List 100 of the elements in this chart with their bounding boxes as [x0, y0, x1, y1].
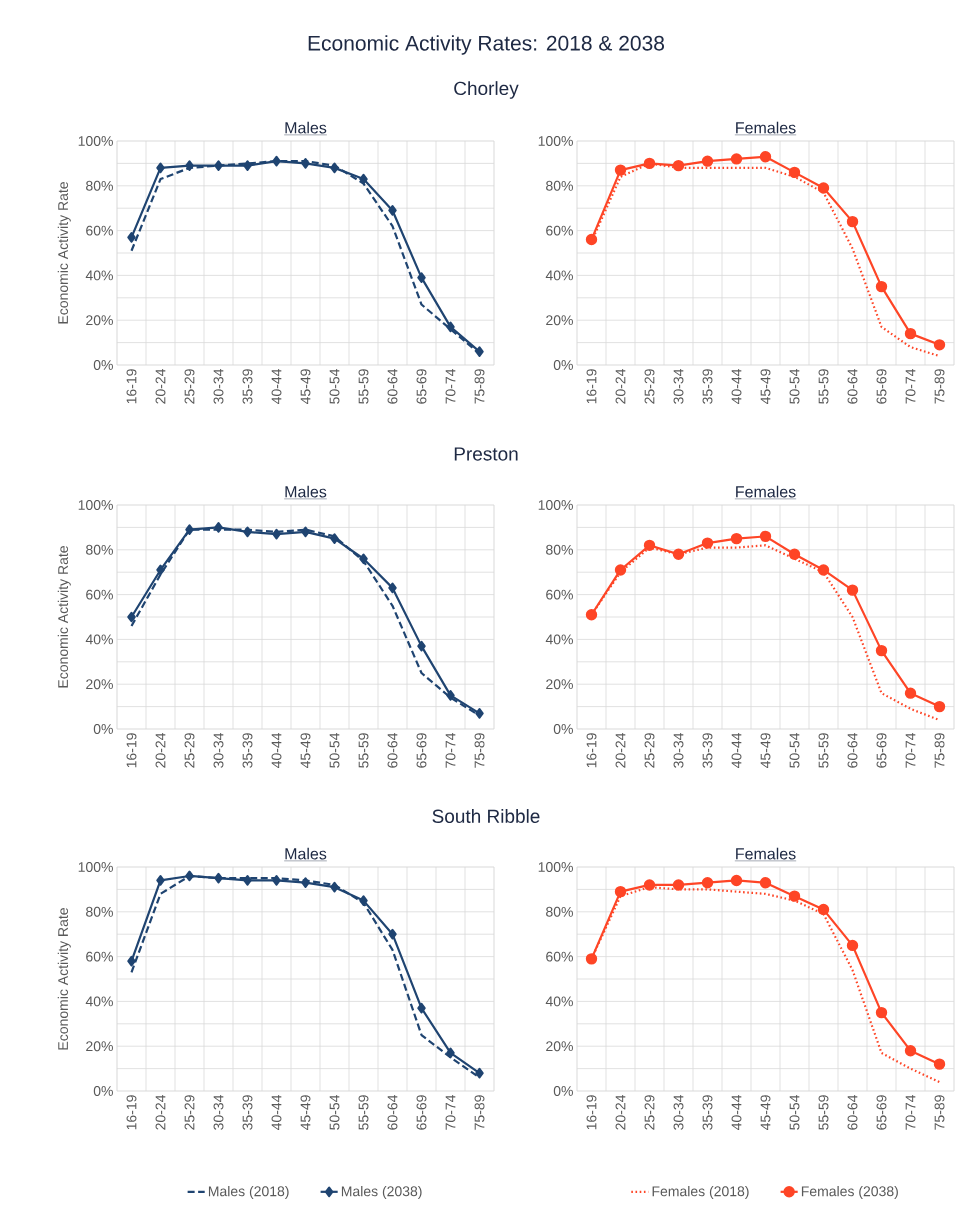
point [643, 157, 656, 170]
x-tick-label: 35-39 [242, 1095, 253, 1130]
point [214, 522, 223, 533]
point [359, 895, 368, 906]
point [643, 539, 656, 552]
y-tick-label: 20% [546, 679, 573, 690]
point [359, 173, 368, 185]
point [817, 903, 830, 916]
point [875, 644, 888, 657]
chart-title: Females [736, 121, 796, 134]
y-axis-title: Economic Activity Rate [57, 182, 71, 324]
x-tick-label: 65-69 [876, 1095, 887, 1130]
x-tick-label: 20-24 [155, 732, 166, 768]
point [156, 162, 165, 174]
point [759, 530, 772, 543]
x-tick-label: 25-29 [184, 369, 195, 404]
point [817, 182, 830, 194]
x-tick-label: 65-69 [876, 733, 887, 768]
y-tick-label: 20% [86, 679, 113, 690]
chart-subtitle: Preston [454, 447, 518, 461]
x-tick-label: 40-44 [271, 368, 282, 405]
y-tick-label: 100% [538, 862, 573, 872]
point [243, 875, 252, 886]
x-tick-label: 45-49 [760, 369, 771, 405]
y-tick-label: 80% [86, 544, 113, 555]
x-tick-label: 30-34 [673, 1094, 684, 1130]
x-tick-label: 65-69 [416, 1095, 427, 1130]
point [127, 611, 136, 623]
x-tick-label: 60-64 [847, 732, 858, 768]
x-tick-label: 25-29 [184, 1095, 195, 1130]
point [701, 155, 714, 167]
y-tick-label: 60% [86, 589, 113, 600]
point [759, 876, 772, 889]
x-tick-label: 20-24 [155, 1094, 166, 1130]
x-tick-label: 20-24 [155, 368, 166, 404]
x-tick-label: 55-59 [358, 733, 369, 768]
x-tick-label: 35-39 [242, 369, 253, 404]
point [875, 1006, 888, 1019]
point [730, 874, 743, 887]
y-tick-label: 80% [86, 180, 113, 191]
x-tick-label: 65-69 [416, 369, 427, 404]
x-tick-label: 16-19 [586, 1095, 597, 1130]
x-tick-label: 40-44 [271, 1094, 282, 1131]
x-tick-label: 70-74 [905, 1094, 916, 1130]
point [243, 160, 252, 171]
y-tick-label: 60% [546, 589, 573, 600]
point [585, 953, 598, 965]
x-tick-label: 65-69 [416, 733, 427, 768]
point [817, 564, 830, 576]
point [875, 280, 888, 293]
y-tick-label: 0% [93, 1086, 113, 1096]
x-tick-label: 75-89 [934, 369, 945, 404]
x-tick-label: 60-64 [847, 368, 858, 404]
x-tick-label: 70-74 [445, 732, 456, 768]
point [388, 582, 397, 594]
y-tick-label: 20% [546, 1041, 573, 1052]
x-tick-label: 30-34 [673, 368, 684, 404]
x-tick-label: 55-59 [358, 1095, 369, 1130]
point [643, 879, 656, 891]
y-tick-label: 40% [85, 996, 113, 1007]
x-tick-label: 65-69 [876, 369, 887, 404]
x-tick-label: 35-39 [702, 369, 713, 404]
point [846, 939, 859, 952]
x-tick-label: 70-74 [445, 1094, 456, 1130]
chart-title: Females [736, 847, 796, 860]
point [330, 533, 339, 544]
legend-label: Males (2018) [208, 1185, 289, 1200]
point [475, 346, 484, 357]
point [185, 870, 194, 882]
chart-title: Males [285, 121, 327, 134]
point [585, 609, 598, 621]
point [788, 166, 801, 179]
chart-subtitle: Chorley [454, 81, 519, 99]
x-tick-label: 30-34 [213, 1094, 224, 1130]
point [272, 155, 281, 167]
x-tick-label: 16-19 [126, 369, 137, 404]
x-tick-label: 60-64 [847, 1094, 858, 1130]
x-tick-label: 50-54 [789, 1094, 800, 1130]
point [185, 160, 194, 171]
x-tick-label: 75-89 [474, 733, 485, 768]
y-tick-label: 0% [553, 1086, 573, 1096]
y-tick-label: 40% [85, 270, 113, 281]
point [672, 879, 685, 891]
point [475, 1067, 484, 1079]
point [904, 327, 917, 340]
x-tick-label: 55-59 [818, 1095, 829, 1130]
point [127, 955, 136, 967]
point [388, 205, 397, 216]
point [730, 532, 743, 545]
point [759, 150, 772, 163]
x-tick-label: 25-29 [644, 1095, 655, 1130]
y-tick-label: 60% [546, 225, 573, 236]
point [185, 524, 194, 535]
x-tick-label: 60-64 [387, 1094, 398, 1130]
point [330, 162, 339, 174]
legend-label: Males (2038) [341, 1185, 422, 1200]
x-tick-label: 75-89 [934, 1095, 945, 1130]
point [359, 553, 368, 565]
x-tick-label: 40-44 [731, 368, 742, 405]
point [614, 164, 627, 176]
